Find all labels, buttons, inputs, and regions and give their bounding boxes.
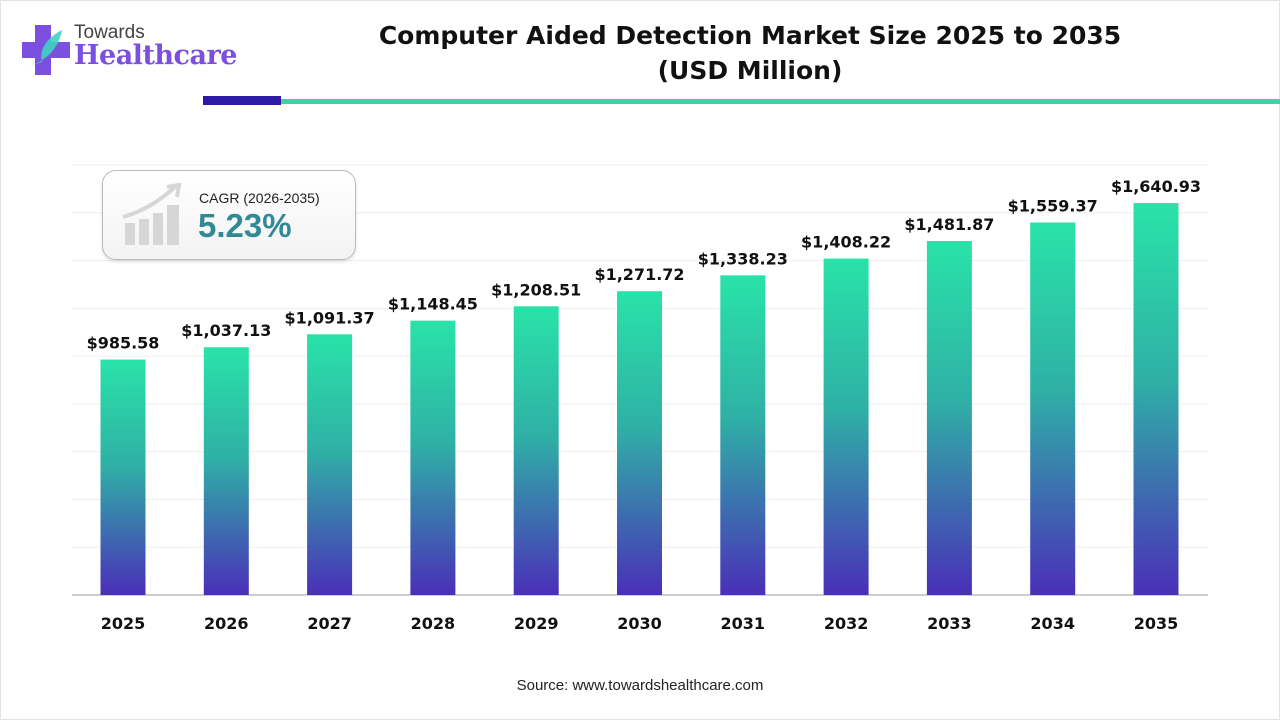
x-tick-label: 2029: [514, 614, 559, 633]
data-label: $1,338.23: [698, 249, 788, 268]
x-tick-label: 2031: [721, 614, 766, 633]
bar-2025: [100, 359, 146, 595]
data-label: $1,640.93: [1111, 177, 1201, 196]
cagr-box: CAGR (2026-2035) 5.23%: [102, 170, 356, 260]
data-label: $1,148.45: [388, 295, 478, 314]
bar-2031: [720, 275, 766, 595]
x-tick-label: 2032: [824, 614, 869, 633]
bar-2033: [926, 240, 972, 595]
data-label: $1,091.37: [285, 308, 375, 327]
brand-logo: Towards Healthcare: [20, 22, 237, 82]
bar-2029: [513, 306, 559, 595]
x-tick-label: 2025: [101, 614, 146, 633]
cagr-label: CAGR (2026-2035): [199, 190, 320, 206]
data-label: $1,037.13: [181, 321, 271, 340]
source-note: Source: www.towardshealthcare.com: [516, 677, 764, 694]
bar-2027: [307, 334, 353, 595]
chart-title-main: Computer Aided Detection Market Size 202…: [378, 21, 1122, 50]
chart-title: Computer Aided Detection Market Size 202…: [330, 18, 1170, 88]
cagr-value: 5.23%: [198, 207, 292, 244]
bar-2034: [1030, 222, 1076, 595]
x-tick-label: 2026: [204, 614, 249, 633]
growth-chart-icon: [122, 183, 182, 245]
x-tick-label: 2034: [1030, 614, 1075, 633]
x-tick-label: 2030: [617, 614, 662, 633]
bar-2032: [823, 258, 869, 595]
header-accent-dark: [203, 96, 281, 105]
bar-2035: [1133, 203, 1179, 595]
bar-2030: [617, 291, 662, 595]
data-label: $1,559.37: [1008, 196, 1098, 215]
data-label: $1,481.87: [904, 215, 994, 234]
x-tick-label: 2027: [307, 614, 352, 633]
header-accent-teal: [281, 99, 1280, 104]
data-label: $1,208.51: [491, 280, 581, 299]
x-tick-label: 2035: [1134, 614, 1179, 633]
medical-cross-leaf-icon: [22, 25, 70, 75]
chart-subtitle: (USD Million): [657, 56, 843, 85]
data-label: $985.58: [87, 334, 160, 353]
x-tick-label: 2033: [927, 614, 972, 633]
x-tick-label: 2028: [411, 614, 456, 633]
data-label: $1,408.22: [801, 233, 891, 252]
bar-2026: [203, 347, 249, 595]
data-label: $1,271.72: [594, 265, 684, 284]
brand-line2: Healthcare: [74, 40, 237, 71]
brand-line1: Towards: [74, 22, 145, 43]
bar-2028: [410, 320, 456, 595]
